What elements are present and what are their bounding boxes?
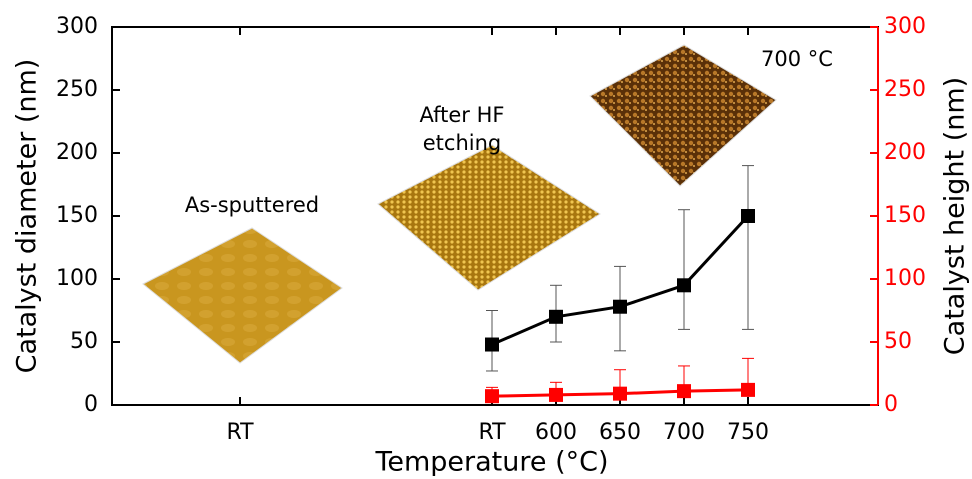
y2-tick-label: 300 <box>884 14 926 39</box>
marker <box>613 387 627 401</box>
afm-image <box>378 145 600 290</box>
annotation: 700 °C <box>761 47 833 71</box>
y-tick-label: 150 <box>56 203 98 228</box>
annotation: As-sputtered <box>185 193 319 217</box>
y-tick-label: 50 <box>70 329 98 354</box>
x-axis-label: Temperature (°C) <box>374 447 608 478</box>
marker <box>741 209 755 223</box>
annotation: etching <box>423 131 501 155</box>
marker <box>677 278 691 292</box>
chart: Temperature (°C) Catalyst diameter (nm) … <box>0 0 972 479</box>
y2-tick-label: 150 <box>884 203 926 228</box>
y2-tick-label: 100 <box>884 266 926 291</box>
x-tick-label: 700 <box>663 420 705 445</box>
afm-image <box>143 228 342 363</box>
marker <box>485 389 499 403</box>
y2-tick-label: 250 <box>884 77 926 102</box>
y-axis-label: Catalyst diameter (nm) <box>12 59 43 374</box>
afm-image <box>590 45 776 186</box>
x-tick-label: 600 <box>535 420 577 445</box>
x-tick-label: 650 <box>599 420 641 445</box>
x-tick-label: RT <box>226 420 254 445</box>
y-tick-label: 100 <box>56 266 98 291</box>
y-tick-label: 200 <box>56 140 98 165</box>
y2-tick-label: 0 <box>884 392 898 417</box>
x-tick-label: RT <box>478 420 506 445</box>
y2-tick-label: 200 <box>884 140 926 165</box>
annotation: After HF <box>420 103 505 127</box>
marker <box>677 384 691 398</box>
y-tick-label: 300 <box>56 14 98 39</box>
marker <box>549 388 563 402</box>
marker <box>485 338 499 352</box>
marker <box>741 383 755 397</box>
y2-tick-label: 50 <box>884 329 912 354</box>
marker <box>549 310 563 324</box>
y-tick-label: 250 <box>56 77 98 102</box>
marker <box>613 300 627 314</box>
series <box>485 358 755 403</box>
y2-axis-label: Catalyst height (nm) <box>940 77 971 355</box>
y-tick-label: 0 <box>84 392 98 417</box>
x-tick-label: 750 <box>727 420 769 445</box>
